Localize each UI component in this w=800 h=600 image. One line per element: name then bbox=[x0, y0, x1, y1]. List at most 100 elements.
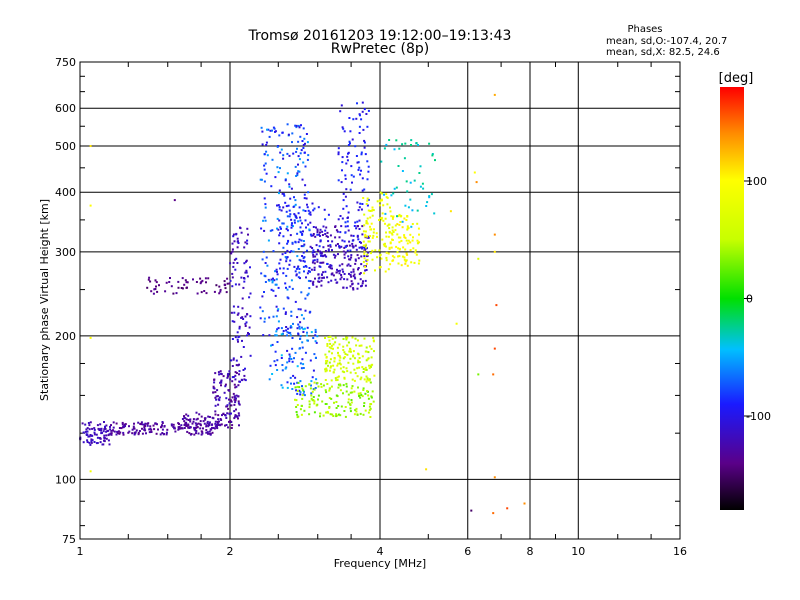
data-point bbox=[346, 344, 349, 347]
data-point bbox=[362, 413, 365, 416]
data-point bbox=[338, 236, 341, 239]
data-point bbox=[202, 427, 204, 430]
data-point bbox=[222, 413, 225, 415]
data-point bbox=[345, 385, 348, 388]
data-point bbox=[297, 248, 300, 250]
data-point bbox=[180, 427, 183, 430]
data-point bbox=[314, 331, 317, 334]
data-point bbox=[238, 327, 241, 330]
data-point bbox=[306, 331, 308, 334]
data-point bbox=[228, 420, 230, 423]
data-point bbox=[341, 169, 343, 172]
data-point bbox=[360, 153, 363, 156]
data-point bbox=[416, 242, 419, 245]
data-point bbox=[93, 441, 96, 443]
data-point bbox=[312, 280, 315, 283]
data-point bbox=[302, 245, 305, 248]
data-point bbox=[381, 199, 383, 202]
data-point bbox=[341, 126, 344, 129]
data-point bbox=[493, 93, 496, 96]
data-point bbox=[358, 228, 361, 230]
data-point bbox=[346, 244, 348, 247]
colorbar-label: [deg] bbox=[719, 71, 754, 86]
data-point bbox=[304, 297, 307, 300]
data-point bbox=[288, 209, 291, 212]
data-point bbox=[93, 431, 96, 434]
data-point bbox=[153, 288, 156, 291]
data-point bbox=[344, 225, 347, 228]
data-point bbox=[385, 235, 388, 238]
data-point bbox=[347, 263, 350, 266]
data-point bbox=[264, 203, 267, 206]
stats-x-line: mean, sd,X: 82.5, 24.6 bbox=[606, 47, 720, 58]
data-point bbox=[371, 363, 374, 366]
data-point bbox=[279, 267, 282, 270]
data-point bbox=[240, 316, 243, 319]
data-point bbox=[361, 189, 364, 192]
data-point bbox=[218, 292, 221, 295]
data-point bbox=[109, 428, 112, 431]
data-point bbox=[208, 424, 211, 426]
data-point bbox=[264, 206, 267, 209]
data-point bbox=[297, 155, 300, 158]
data-point bbox=[263, 216, 266, 219]
data-point bbox=[205, 425, 208, 428]
data-point bbox=[345, 162, 348, 165]
data-point bbox=[342, 286, 345, 289]
data-point bbox=[232, 357, 235, 360]
data-point bbox=[93, 427, 96, 430]
data-point bbox=[337, 151, 340, 154]
data-point bbox=[246, 242, 249, 245]
data-point bbox=[312, 399, 315, 402]
data-point bbox=[122, 433, 125, 436]
data-point bbox=[99, 441, 102, 444]
data-point bbox=[232, 358, 235, 361]
data-point bbox=[362, 387, 365, 390]
data-point bbox=[352, 362, 355, 365]
data-point bbox=[271, 158, 274, 161]
data-point bbox=[273, 127, 276, 130]
data-point bbox=[91, 427, 94, 430]
data-point bbox=[320, 279, 323, 282]
data-point bbox=[371, 206, 374, 209]
data-point bbox=[230, 311, 233, 314]
data-point bbox=[339, 215, 342, 217]
data-point bbox=[153, 428, 156, 431]
data-point bbox=[386, 203, 389, 206]
data-point bbox=[344, 195, 347, 198]
data-point bbox=[338, 272, 341, 275]
data-point bbox=[127, 431, 130, 434]
data-point bbox=[330, 397, 333, 400]
data-point bbox=[183, 424, 186, 427]
data-point bbox=[364, 284, 367, 287]
data-point bbox=[237, 312, 240, 315]
data-point bbox=[103, 440, 106, 443]
data-point bbox=[338, 246, 341, 249]
data-point bbox=[395, 186, 398, 189]
data-point bbox=[365, 220, 368, 222]
data-point bbox=[398, 147, 401, 150]
data-point bbox=[245, 271, 248, 274]
data-point bbox=[276, 166, 279, 169]
data-point bbox=[293, 357, 295, 360]
data-point bbox=[390, 194, 393, 197]
data-point bbox=[265, 150, 268, 153]
data-point bbox=[298, 126, 301, 129]
data-point bbox=[290, 279, 293, 282]
data-point bbox=[301, 178, 304, 181]
data-point bbox=[352, 245, 355, 248]
data-point bbox=[101, 443, 104, 446]
data-point bbox=[278, 206, 281, 208]
data-point bbox=[229, 420, 232, 422]
data-point bbox=[373, 350, 375, 353]
data-point bbox=[279, 151, 282, 154]
data-point bbox=[315, 378, 318, 381]
data-point bbox=[304, 210, 307, 212]
data-point bbox=[328, 265, 331, 268]
data-point bbox=[321, 230, 324, 233]
data-point bbox=[313, 259, 316, 262]
data-point bbox=[404, 248, 407, 251]
data-point bbox=[282, 272, 285, 275]
data-point bbox=[302, 127, 305, 130]
data-point bbox=[249, 266, 251, 269]
